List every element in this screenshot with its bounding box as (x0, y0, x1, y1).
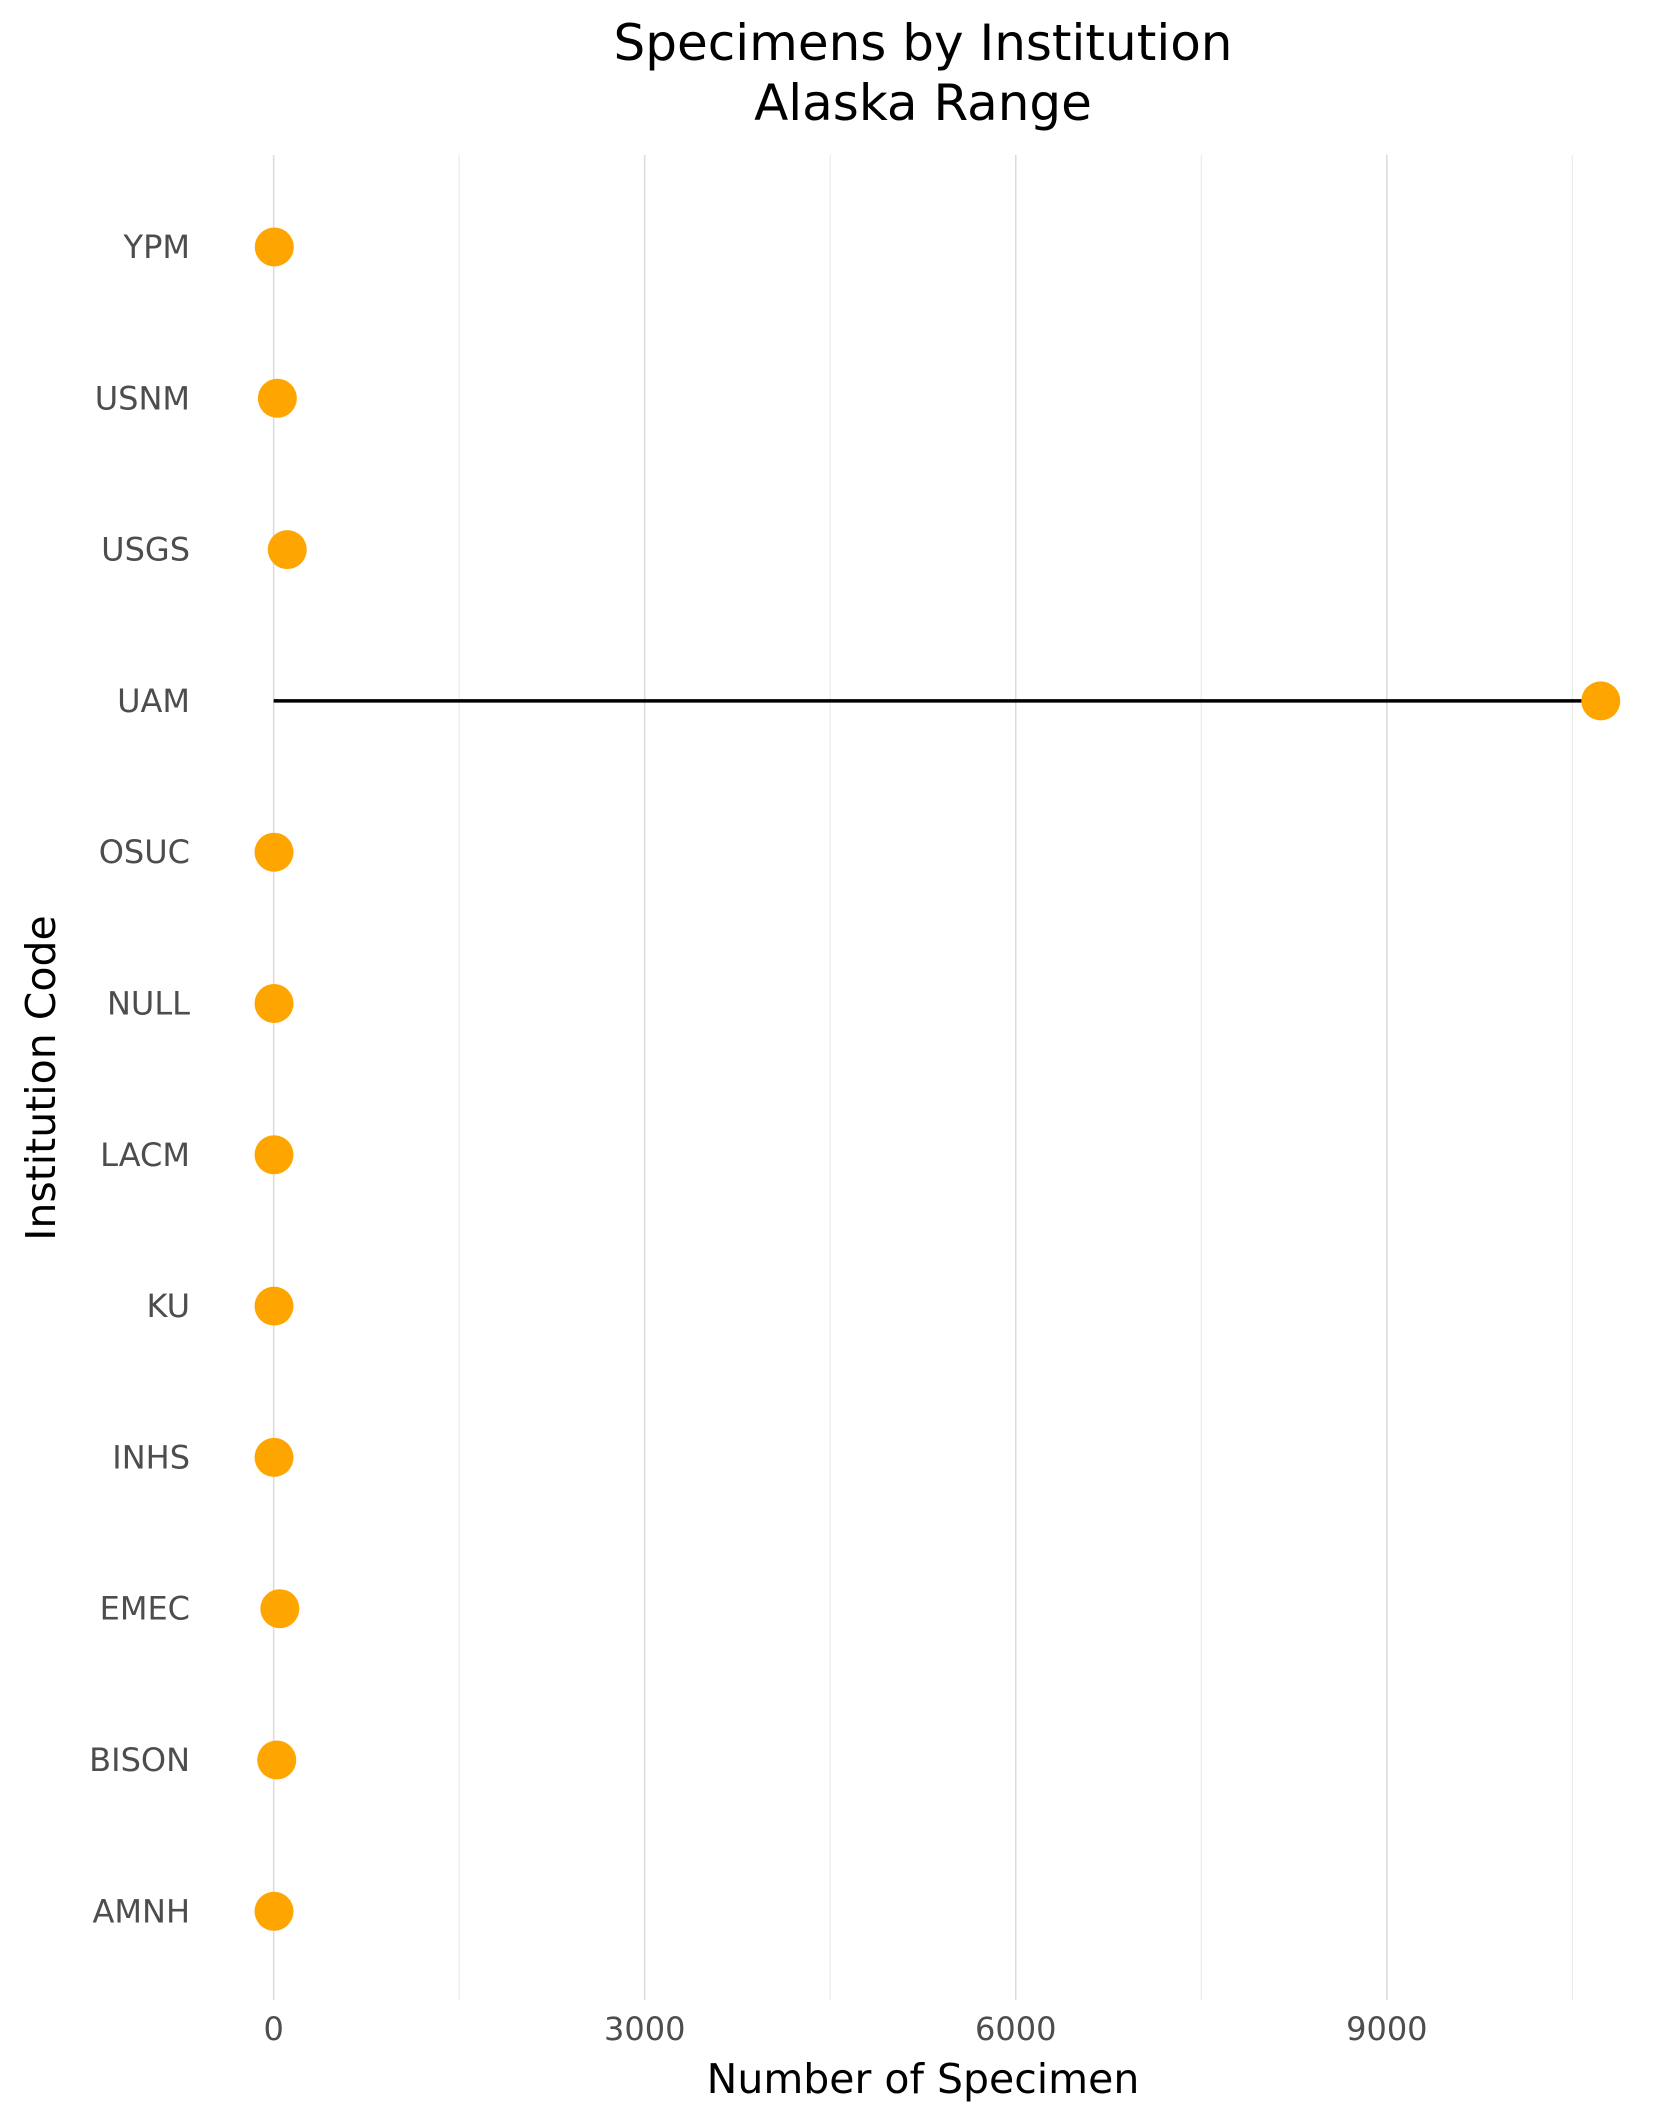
point-layer (254, 227, 1621, 1931)
data-point (260, 1589, 300, 1629)
data-point (267, 530, 307, 570)
y-tick-label: USNM (95, 379, 190, 417)
x-tick-label: 6000 (975, 2010, 1056, 2048)
data-point (254, 1286, 294, 1326)
y-tick-label: YPM (123, 228, 190, 266)
data-point (254, 227, 294, 267)
x-axis-title: Number of Specimen (707, 2055, 1140, 2103)
y-tick-labels: YPM USNM USGS UAM OSUC NULL LACM KU INHS EMEC BISO… (89, 228, 190, 1930)
y-tick-label: BISON (89, 1741, 190, 1779)
y-tick-label: NULL (107, 985, 190, 1023)
grid-layer (272, 155, 1573, 2000)
y-tick-label: USGS (101, 531, 190, 569)
x-tick-labels: 0 3000 6000 9000 (263, 2010, 1427, 2048)
segment-layer (273, 245, 1601, 1914)
x-tick-label: 0 (263, 2010, 283, 2048)
y-tick-label: OSUC (99, 833, 190, 871)
x-tick-label: 9000 (1346, 2010, 1427, 2048)
data-point (254, 984, 294, 1023)
data-point (257, 378, 297, 418)
data-point (1581, 681, 1621, 721)
data-point (254, 1891, 294, 1931)
data-point (254, 1437, 294, 1477)
y-tick-label: KU (146, 1287, 190, 1325)
x-tick-label: 3000 (604, 2010, 685, 2048)
y-tick-label: AMNH (93, 1892, 191, 1930)
y-axis-title: Institution Code (17, 915, 65, 1241)
y-tick-label: INHS (112, 1438, 190, 1476)
chart-title: Specimens by Institution (614, 14, 1233, 72)
y-tick-label: LACM (100, 1136, 190, 1174)
y-tick-label: UAM (117, 682, 190, 720)
data-point (254, 1135, 294, 1175)
chart-subtitle: Alaska Range (754, 74, 1092, 132)
y-tick-label: EMEC (100, 1590, 190, 1628)
data-point (257, 1740, 297, 1780)
data-point (254, 832, 294, 872)
